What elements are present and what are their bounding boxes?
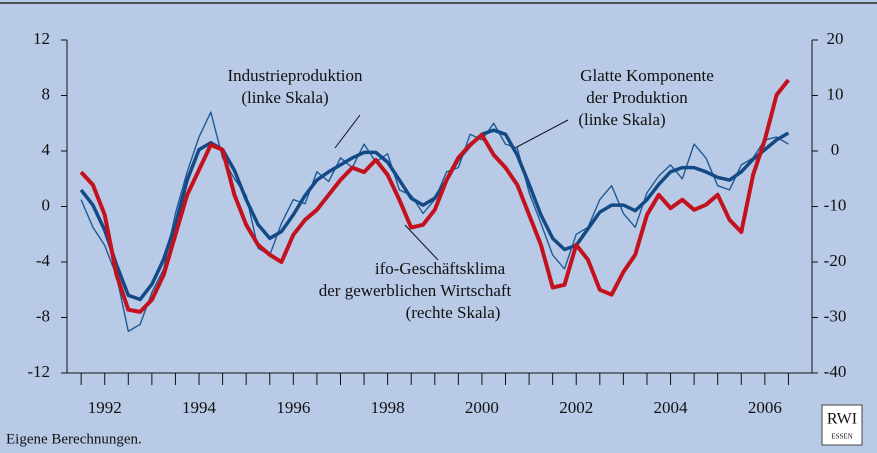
x-tick-label: 1996	[276, 398, 310, 417]
annotation: Industrieproduktion	[227, 66, 363, 85]
series-line	[79, 78, 790, 314]
annotation: der gewerblichen Wirtschaft	[319, 281, 512, 300]
y-tick-label: -12	[27, 362, 50, 381]
logo-subtext: ESSEN	[831, 433, 852, 441]
y2-tick-label: 10	[827, 84, 844, 103]
y2-tick-label: -20	[824, 251, 847, 270]
leader-line	[334, 114, 361, 149]
annotation: der Produktion	[586, 88, 688, 107]
y-tick-label: 12	[33, 29, 50, 48]
y2-tick-label: -30	[824, 306, 847, 325]
x-tick-label: 1998	[371, 398, 405, 417]
x-tick-label: 2004	[654, 398, 689, 417]
logo-text: RWI	[827, 411, 857, 428]
footnote: Eigene Berechnungen.	[6, 431, 142, 447]
annotation: ifo-Geschäftsklima	[375, 259, 506, 278]
y2-tick-label: -40	[824, 362, 847, 381]
x-tick-label: 2000	[465, 398, 499, 417]
y-tick-label: -4	[36, 251, 51, 270]
x-tick-label: 1992	[88, 398, 122, 417]
x-tick-label: 2002	[559, 398, 593, 417]
y-tick-label: 8	[42, 84, 51, 103]
leader-line	[404, 224, 439, 261]
logo-box	[821, 404, 863, 446]
y2-tick-label: 0	[831, 140, 840, 159]
x-tick-label: 2006	[748, 398, 782, 417]
annotation: Glatte Komponente	[580, 66, 714, 85]
y2-tick-label: 20	[827, 29, 844, 48]
annotation: (rechte Skala)	[406, 303, 501, 322]
y-tick-label: 4	[42, 140, 51, 159]
annotation: (linke Skala)	[241, 88, 328, 107]
leader-line	[514, 119, 569, 149]
y-tick-label: -8	[36, 306, 50, 325]
series-line	[79, 128, 790, 302]
x-tick-label: 1994	[182, 398, 217, 417]
annotation: (linke Skala)	[578, 110, 665, 129]
y2-tick-label: -10	[824, 195, 847, 214]
y-tick-label: 0	[42, 195, 51, 214]
